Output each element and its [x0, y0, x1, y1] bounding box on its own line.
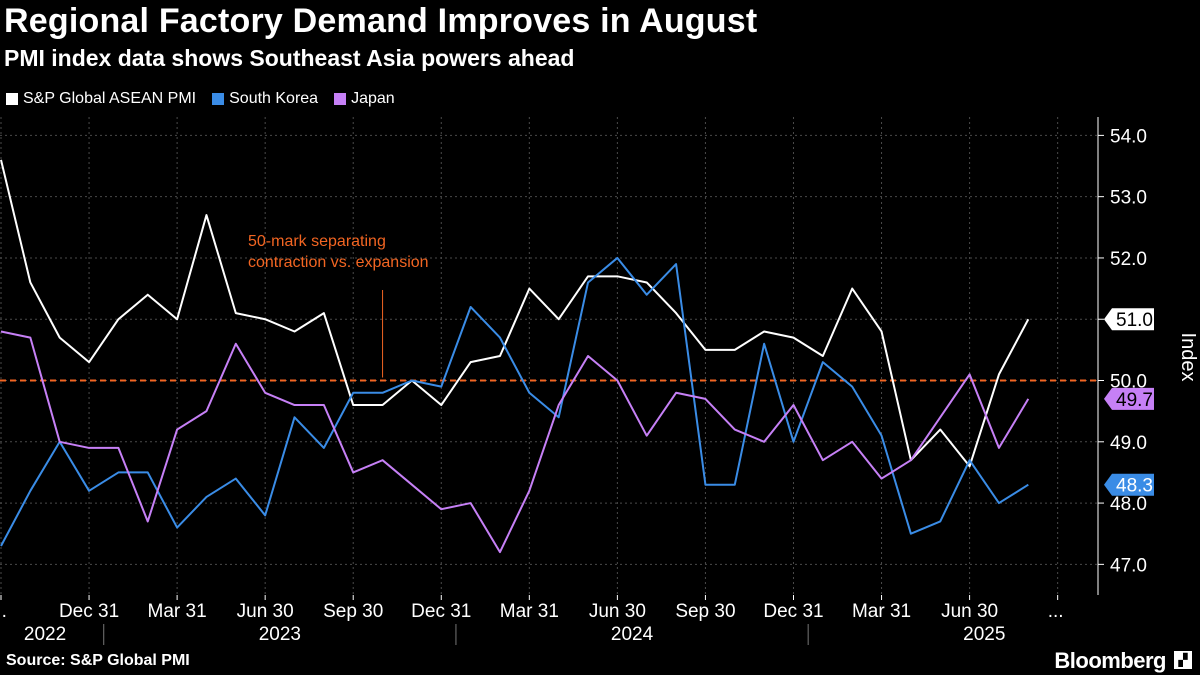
source-note: Source: S&P Global PMI [6, 652, 190, 669]
y-axis-label: Index [1177, 333, 1199, 382]
end-label-asean: 51.0 [1104, 308, 1154, 331]
reference-line-group: 50-mark separating contraction vs. expans… [0, 233, 1098, 382]
y-tick-label: 54.0 [1110, 126, 1147, 147]
annotation-text: contraction vs. expansion [248, 254, 429, 271]
legend-swatch-japan [334, 93, 347, 105]
series-lines [0, 159, 1030, 554]
end-label-south-korea: 48.3 [1104, 473, 1154, 497]
y-tick-label: 47.0 [1110, 555, 1147, 576]
x-tick-label: Jun 30 [589, 601, 646, 622]
x-tick-label: Sep 30 [675, 601, 735, 622]
x-year-label: 2024 [611, 624, 654, 645]
end-label-south-korea-text: 48.3 [1116, 476, 1153, 497]
legend-label-japan: Japan [351, 90, 395, 107]
legend: S&P Global ASEAN PMI South Korea Japan [6, 90, 395, 108]
end-label-japan: 49.7 [1104, 387, 1154, 411]
end-label-asean-text: 51.0 [1116, 310, 1153, 331]
chart-subtitle: PMI index data shows Southeast Asia powe… [4, 45, 575, 71]
x-tick-label: ... [0, 601, 7, 622]
legend-label-south-korea: South Korea [229, 90, 319, 107]
end-label-asean-box [1104, 308, 1154, 331]
legend-swatch-south-korea [212, 93, 225, 105]
y-tick-label: 50.0 [1110, 372, 1147, 393]
south-korea-line [0, 256, 1029, 547]
brand-logo-mark: ▞ [1174, 651, 1192, 669]
x-tick-label: Mar 31 [852, 601, 911, 622]
x-year-label: 2025 [963, 624, 1005, 645]
x-tick-label: Sep 30 [323, 601, 383, 622]
y-tick-label: 48.0 [1110, 494, 1147, 515]
x-tick-label: Dec 31 [59, 601, 119, 622]
annotation-text: 50-mark separating [248, 233, 386, 250]
japan-line [0, 330, 1030, 554]
legend-item-south-korea: South Korea [212, 90, 318, 108]
legend-label-asean: S&P Global ASEAN PMI [23, 90, 197, 107]
legend-swatch-asean [6, 93, 18, 105]
chart-title: Regional Factory Demand Improves in Augu… [4, 2, 758, 40]
y-tick-label: 53.0 [1110, 188, 1147, 209]
end-label-south-korea-box [1104, 473, 1154, 496]
x-axis: ... Dec 31 Mar 31 Jun 30 Sep 30 Dec 31 Mar 31 J… [0, 595, 1064, 645]
x-tick-label: ... [1048, 601, 1064, 622]
brand-logo: Bloomberg [1054, 648, 1166, 673]
end-label-japan-text: 49.7 [1116, 390, 1153, 411]
legend-item-japan: Japan [334, 90, 395, 108]
y-tick-label: 52.0 [1110, 249, 1147, 270]
x-tick-label: Mar 31 [500, 601, 559, 622]
end-labels: 51.0 48.3 49.7 [1104, 308, 1154, 497]
x-tick-label: Mar 31 [148, 601, 207, 622]
x-tick-label: Jun 30 [237, 601, 294, 622]
legend-item-asean: S&P Global ASEAN PMI [6, 90, 196, 108]
y-tick-label: 49.0 [1110, 433, 1147, 454]
x-year-label: 2022 [24, 624, 66, 645]
y-axis: 47.048.049.050.051.052.053.054.0 [1097, 117, 1147, 595]
asean-pmi-line [0, 159, 1030, 468]
x-year-label: 2023 [259, 624, 301, 645]
end-label-japan-box [1104, 387, 1154, 410]
x-tick-label: Dec 31 [763, 601, 823, 622]
x-tick-label: Dec 31 [411, 601, 471, 622]
x-tick-label: Jun 30 [941, 601, 998, 622]
